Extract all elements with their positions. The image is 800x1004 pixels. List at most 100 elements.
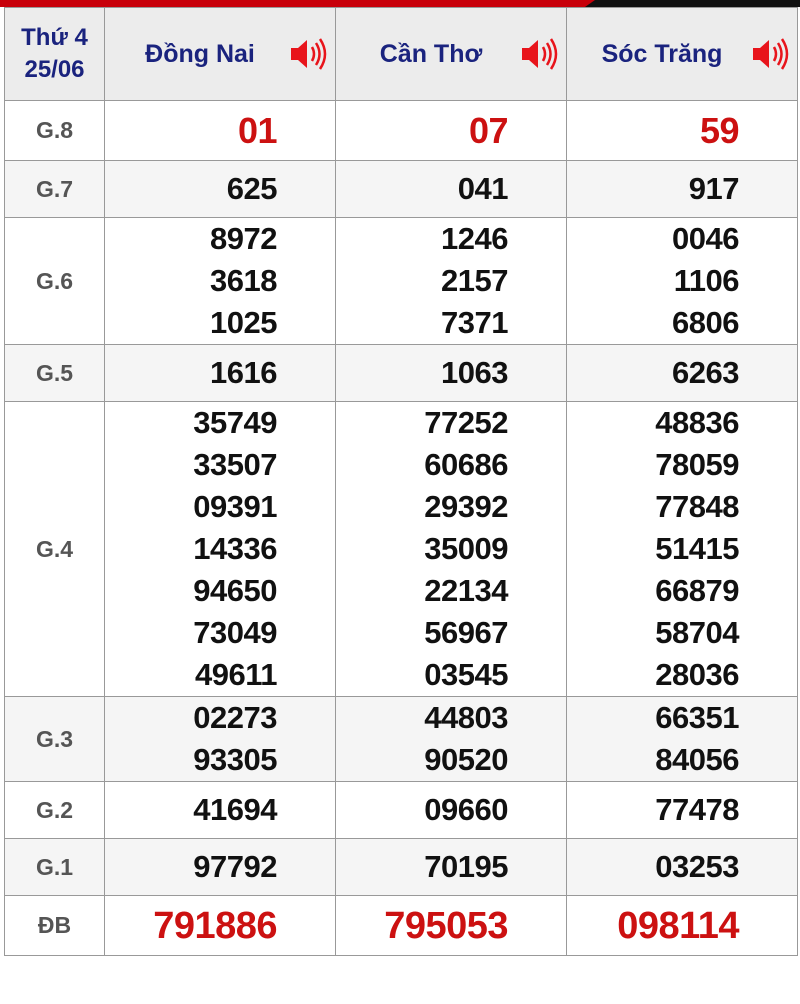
result-cell: 625 [104, 160, 336, 218]
result-number: 90520 [424, 742, 508, 777]
result-cell: 1616 [104, 344, 336, 402]
result-number: 09391 [193, 489, 277, 524]
result-cell: 66351 84056 [566, 696, 798, 782]
result-number: 22134 [424, 573, 508, 608]
result-number: 48836 [655, 405, 739, 440]
prize-row: G.3 02273 93305 44803 90520 66351 84056 [4, 696, 798, 782]
result-number: 625 [226, 171, 278, 206]
result-number: 07 [468, 109, 509, 151]
result-cell: 1063 [335, 344, 567, 402]
result-number: 59 [699, 109, 740, 151]
prize-label: G.4 [4, 401, 105, 697]
result-number: 41694 [193, 792, 277, 827]
result-number: 77848 [655, 489, 739, 524]
prize-label: G.6 [4, 217, 105, 345]
result-cell: 098114 [566, 895, 798, 956]
speaker-icon[interactable] [289, 37, 327, 71]
result-number: 1246 [441, 221, 508, 256]
result-number: 3618 [210, 263, 277, 298]
top-bar [0, 0, 800, 7]
province-name: Cần Thơ [379, 39, 483, 68]
header-row: Thứ 4 25/06 Đồng Nai Cần Thơ Sóc Trăng [4, 7, 798, 101]
prize-label: ĐB [4, 895, 105, 956]
result-number: 56967 [424, 615, 508, 650]
result-number: 49611 [195, 657, 278, 692]
result-cell: 35749 33507 09391 14336 94650 73049 49611 [104, 401, 336, 697]
result-number: 51415 [655, 531, 739, 566]
result-cell: 0046 1106 6806 [566, 217, 798, 345]
result-number: 28036 [655, 657, 739, 692]
prize-row: G.6 8972 3618 1025 1246 2157 7371 0046 1106 6806 [4, 217, 798, 345]
result-cell: 01 [104, 100, 336, 161]
result-number: 03253 [655, 849, 739, 884]
result-number: 33507 [193, 447, 277, 482]
prize-label: G.3 [4, 696, 105, 782]
result-number: 09660 [424, 792, 508, 827]
result-number: 35009 [424, 531, 508, 566]
province-can-tho: Cần Thơ [335, 7, 567, 101]
result-cell: 8972 3618 1025 [104, 217, 336, 345]
result-cell: 1246 2157 7371 [335, 217, 567, 345]
prize-row: G.1 97792 70195 03253 [4, 838, 798, 896]
result-number: 66351 [655, 700, 739, 735]
province-name: Sóc Trăng [601, 39, 723, 68]
result-number: 03545 [424, 657, 508, 692]
result-number: 8972 [210, 221, 277, 256]
result-number: 02273 [193, 700, 277, 735]
lottery-results-table: Thứ 4 25/06 Đồng Nai Cần Thơ Sóc Trăng G… [4, 7, 798, 956]
result-number: 14336 [193, 531, 277, 566]
draw-date: 25/06 [24, 56, 85, 83]
prize-row: G.4 35749 33507 09391 14336 94650 73049 49611 77… [4, 401, 798, 697]
result-number: 29392 [424, 489, 508, 524]
result-cell: 70195 [335, 838, 567, 896]
result-number: 58704 [655, 615, 739, 650]
result-cell: 97792 [104, 838, 336, 896]
result-number: 0046 [672, 221, 739, 256]
prize-label: G.1 [4, 838, 105, 896]
result-number: 35749 [193, 405, 277, 440]
result-cell: 791886 [104, 895, 336, 956]
result-cell: 09660 [335, 781, 567, 839]
speaker-icon[interactable] [751, 37, 789, 71]
weekday: Thứ 4 [21, 24, 88, 51]
result-cell: 917 [566, 160, 798, 218]
result-cell: 02273 93305 [104, 696, 336, 782]
result-number: 6806 [672, 305, 739, 340]
result-number: 94650 [193, 573, 277, 608]
province-name: Đồng Nai [145, 39, 255, 68]
result-number: 73049 [193, 615, 277, 650]
top-bar-dark [585, 0, 800, 7]
province-soc-trang: Sóc Trăng [566, 7, 798, 101]
result-number: 2157 [441, 263, 508, 298]
result-number: 6263 [672, 355, 739, 390]
result-cell: 41694 [104, 781, 336, 839]
result-number: 01 [237, 109, 278, 151]
result-number: 1063 [441, 355, 508, 390]
result-number: 93305 [193, 742, 277, 777]
result-number: 66879 [655, 573, 739, 608]
prize-label: G.8 [4, 100, 105, 161]
speaker-icon[interactable] [520, 37, 558, 71]
result-number: 84056 [655, 742, 739, 777]
result-cell: 041 [335, 160, 567, 218]
result-number: 77478 [655, 792, 739, 827]
result-number: 917 [688, 171, 740, 206]
result-cell: 77252 60686 29392 35009 22134 56967 03545 [335, 401, 567, 697]
date-cell: Thứ 4 25/06 [4, 7, 105, 101]
result-number: 791886 [153, 904, 277, 947]
result-number: 78059 [655, 447, 739, 482]
prize-label: G.2 [4, 781, 105, 839]
result-number: 098114 [617, 904, 739, 947]
result-number: 60686 [424, 447, 508, 482]
result-number: 1106 [673, 263, 740, 298]
result-cell: 48836 78059 77848 51415 66879 58704 28036 [566, 401, 798, 697]
result-cell: 44803 90520 [335, 696, 567, 782]
result-number: 1025 [210, 305, 277, 340]
prize-row: ĐB 791886 795053 098114 [4, 895, 798, 956]
result-number: 77252 [424, 405, 508, 440]
result-cell: 59 [566, 100, 798, 161]
result-cell: 795053 [335, 895, 567, 956]
prize-row: G.2 41694 09660 77478 [4, 781, 798, 839]
province-dong-nai: Đồng Nai [104, 7, 336, 101]
prize-row: G.7 625 041 917 [4, 160, 798, 218]
